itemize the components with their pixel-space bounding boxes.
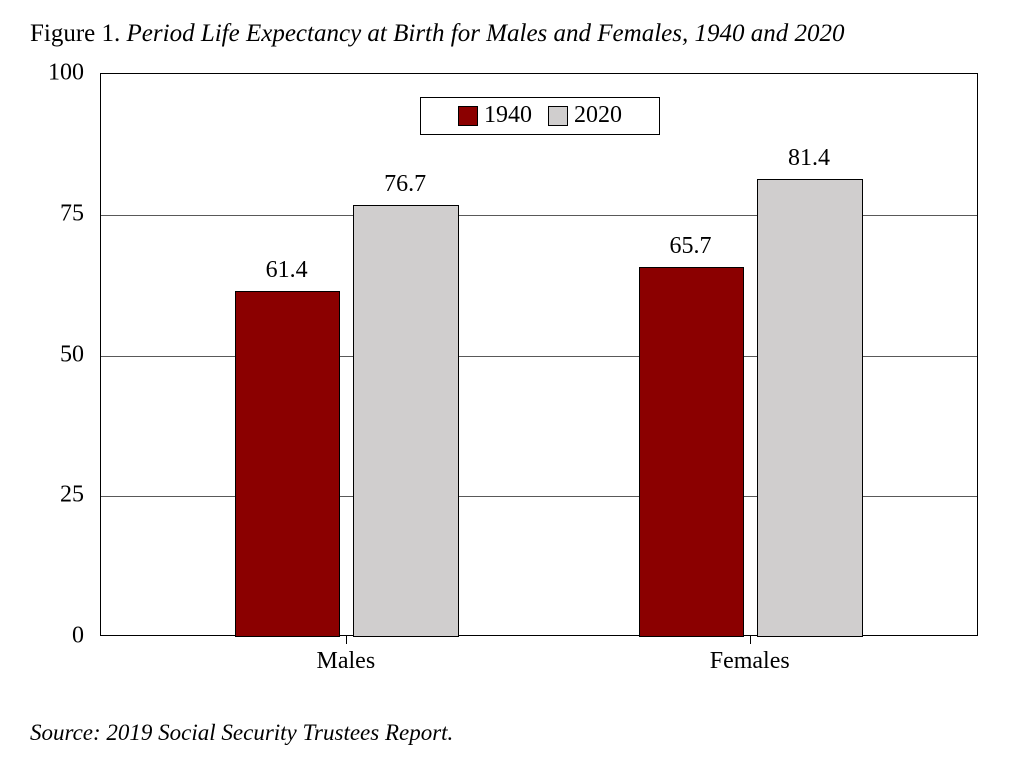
legend: 1940 2020 [420, 97, 660, 135]
figure-container: Figure 1. Period Life Expectancy at Birt… [0, 0, 1018, 764]
legend-item: 1940 [458, 102, 532, 129]
x-axis-tick-mark [346, 636, 347, 644]
bar-value-label: 61.4 [266, 257, 308, 284]
x-axis-tick-label: Males [317, 648, 376, 675]
bar [639, 267, 744, 637]
legend-item: 2020 [548, 102, 622, 129]
x-axis-tick-label: Females [710, 648, 790, 675]
figure-title: Figure 1. Period Life Expectancy at Birt… [30, 20, 988, 48]
legend-swatch [548, 106, 568, 126]
bar [235, 291, 340, 637]
legend-swatch [458, 106, 478, 126]
bar [757, 179, 862, 637]
legend-label: 2020 [574, 102, 622, 129]
bar-value-label: 65.7 [669, 233, 711, 260]
bar-value-label: 76.7 [384, 171, 426, 198]
legend-label: 1940 [484, 102, 532, 129]
bar-value-label: 81.4 [788, 145, 830, 172]
x-axis-tick-mark [750, 636, 751, 644]
figure-title-main: Period Life Expectancy at Birth for Male… [127, 20, 845, 47]
plot-area: 1940 2020 [100, 73, 978, 636]
y-axis-tick-label: 0 [72, 623, 84, 650]
y-axis-tick-label: 75 [60, 200, 84, 227]
y-axis-tick-label: 25 [60, 482, 84, 509]
bar [353, 205, 458, 637]
figure-title-prefix: Figure 1. [30, 20, 127, 47]
figure-source: Source: 2019 Social Security Trustees Re… [30, 720, 453, 746]
y-axis-tick-label: 100 [48, 60, 84, 87]
y-axis-tick-label: 50 [60, 341, 84, 368]
